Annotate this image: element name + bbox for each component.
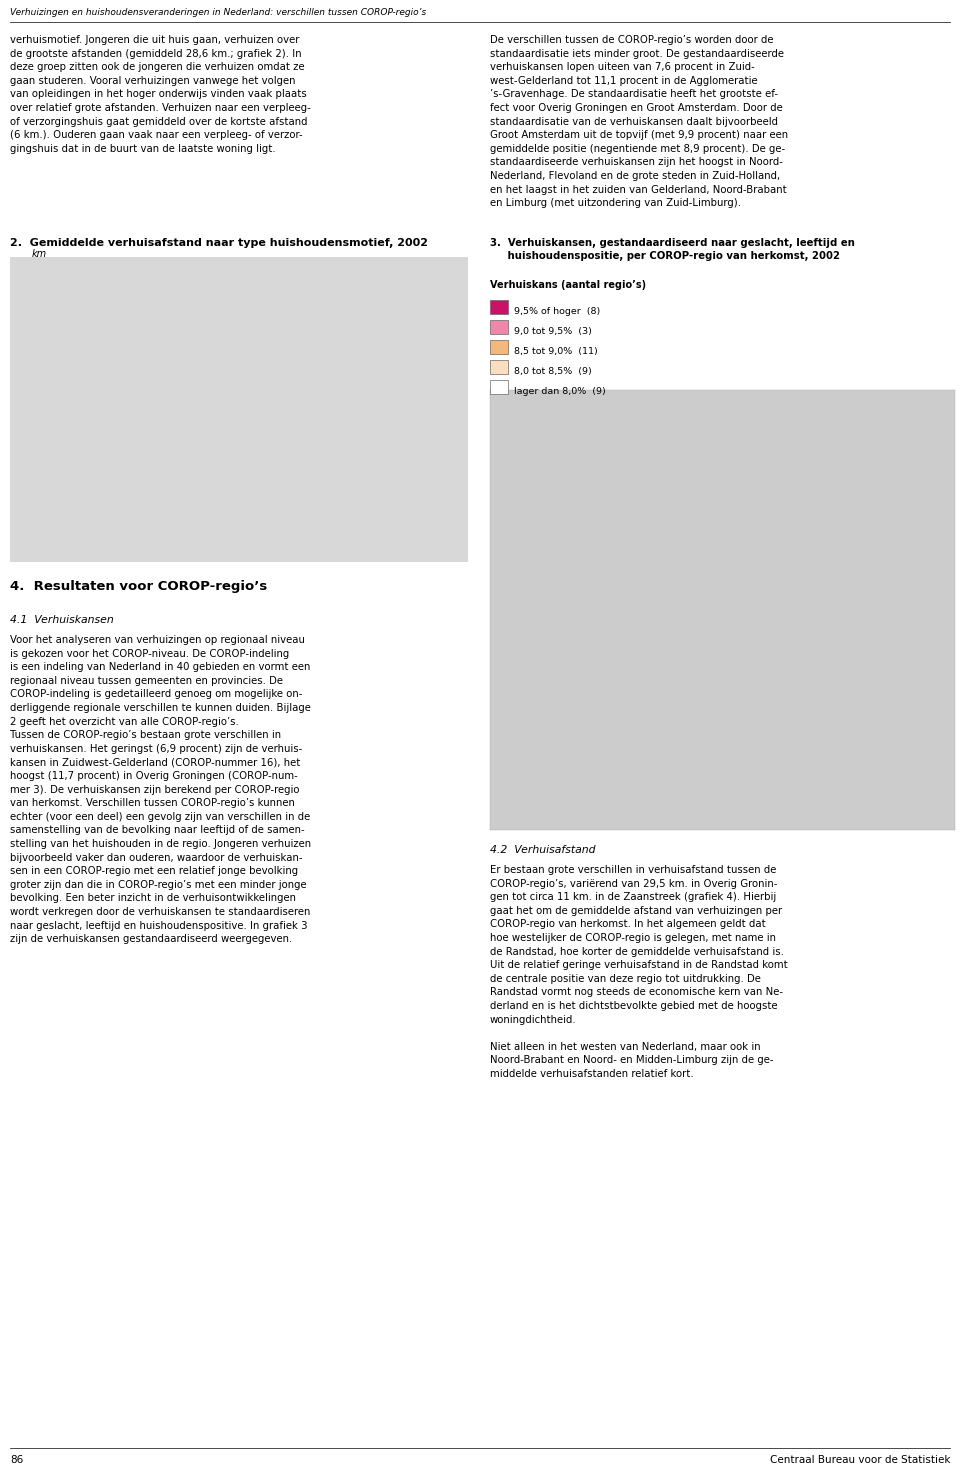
Text: 9,5% of hoger  (8): 9,5% of hoger (8): [514, 307, 600, 316]
Text: 8,0 tot 8,5%  (9): 8,0 tot 8,5% (9): [514, 366, 591, 377]
Text: 9,0 tot 9,5%  (3): 9,0 tot 9,5% (3): [514, 327, 592, 335]
Text: Verhuiskans (aantal regio’s): Verhuiskans (aantal regio’s): [490, 279, 646, 290]
Text: Er bestaan grote verschillen in verhuisafstand tussen de
COROP-regio’s, variëren: Er bestaan grote verschillen in verhuisa…: [490, 865, 788, 1080]
Bar: [410, 385, 440, 527]
Bar: [122, 382, 151, 527]
Text: 2.  Gemiddelde verhuisafstand naar type huishoudensmotief, 2002: 2. Gemiddelde verhuisafstand naar type h…: [10, 238, 428, 249]
Text: 86: 86: [10, 1455, 23, 1465]
Bar: [180, 352, 208, 527]
Text: 4.  Resultaten voor COROP-regio’s: 4. Resultaten voor COROP-regio’s: [10, 580, 267, 593]
Text: De verschillen tussen de COROP-regio’s worden door de
standaardisatie iets minde: De verschillen tussen de COROP-regio’s w…: [490, 35, 788, 209]
Bar: [352, 477, 381, 527]
Text: verhuismotief. Jongeren die uit huis gaan, verhuizen over
de grootste afstanden : verhuismotief. Jongeren die uit huis gaa…: [10, 35, 311, 154]
Text: lager dan 8,0%  (9): lager dan 8,0% (9): [514, 387, 606, 396]
Text: Centraal Bureau voor de Statistiek: Centraal Bureau voor de Statistiek: [770, 1455, 950, 1465]
Text: 8,5 tot 9,0%  (11): 8,5 tot 9,0% (11): [514, 347, 598, 356]
Text: 4.2  Verhuisafstand: 4.2 Verhuisafstand: [490, 844, 595, 855]
Text: Verhuizingen en huishoudensveranderingen in Nederland: verschillen tussen COROP-: Verhuizingen en huishoudensveranderingen…: [10, 7, 426, 18]
Text: km: km: [32, 249, 47, 259]
Text: 3.  Verhuiskansen, gestandaardiseerd naar geslacht, leeftijd en
     huishoudens: 3. Verhuiskansen, gestandaardiseerd naar…: [490, 238, 854, 262]
Bar: [63, 284, 93, 527]
Bar: [237, 410, 266, 527]
Bar: [295, 424, 324, 527]
Text: Voor het analyseren van verhuizingen op regionaal niveau
is gekozen voor het COR: Voor het analyseren van verhuizingen op …: [10, 635, 311, 944]
Text: 4.1  Verhuiskansen: 4.1 Verhuiskansen: [10, 615, 113, 625]
